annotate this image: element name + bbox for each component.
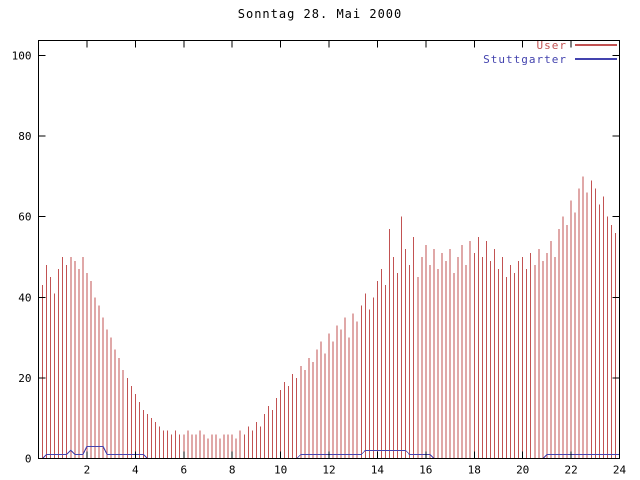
x-tick-label: 12 [322, 464, 335, 477]
legend-label-stuttgarter: Stuttgarter [483, 52, 567, 66]
x-tick-label: 24 [613, 464, 627, 477]
legend-item-stuttgarter: Stuttgarter [483, 52, 617, 66]
series-user [38, 176, 620, 459]
x-tick-label: 16 [419, 464, 432, 477]
x-tick-label: 20 [516, 464, 529, 477]
y-tick-label: 100 [12, 50, 32, 63]
y-tick-label: 0 [25, 453, 32, 466]
legend-line-sample-user [575, 44, 617, 46]
legend-item-user: User [483, 38, 617, 52]
y-tick-label: 80 [18, 130, 31, 143]
y-tick-label: 40 [18, 291, 31, 304]
legend-line-sample-stuttgarter [575, 58, 617, 60]
plot-border [38, 40, 620, 459]
y-tick-label: 20 [18, 372, 31, 385]
x-tick-label: 14 [371, 464, 385, 477]
x-tick-label: 2 [84, 464, 91, 477]
x-tick-label: 22 [564, 464, 577, 477]
legend: User Stuttgarter [483, 38, 617, 66]
legend-label-user: User [536, 38, 567, 52]
x-tick-label: 4 [132, 464, 139, 477]
chart-title: Sonntag 28. Mai 2000 [237, 7, 403, 21]
x-tick-label: 18 [468, 464, 481, 477]
x-tick-label: 8 [229, 464, 236, 477]
x-tick-label: 10 [274, 464, 287, 477]
x-tick-label: 6 [180, 464, 187, 477]
y-tick-label: 60 [18, 211, 31, 224]
